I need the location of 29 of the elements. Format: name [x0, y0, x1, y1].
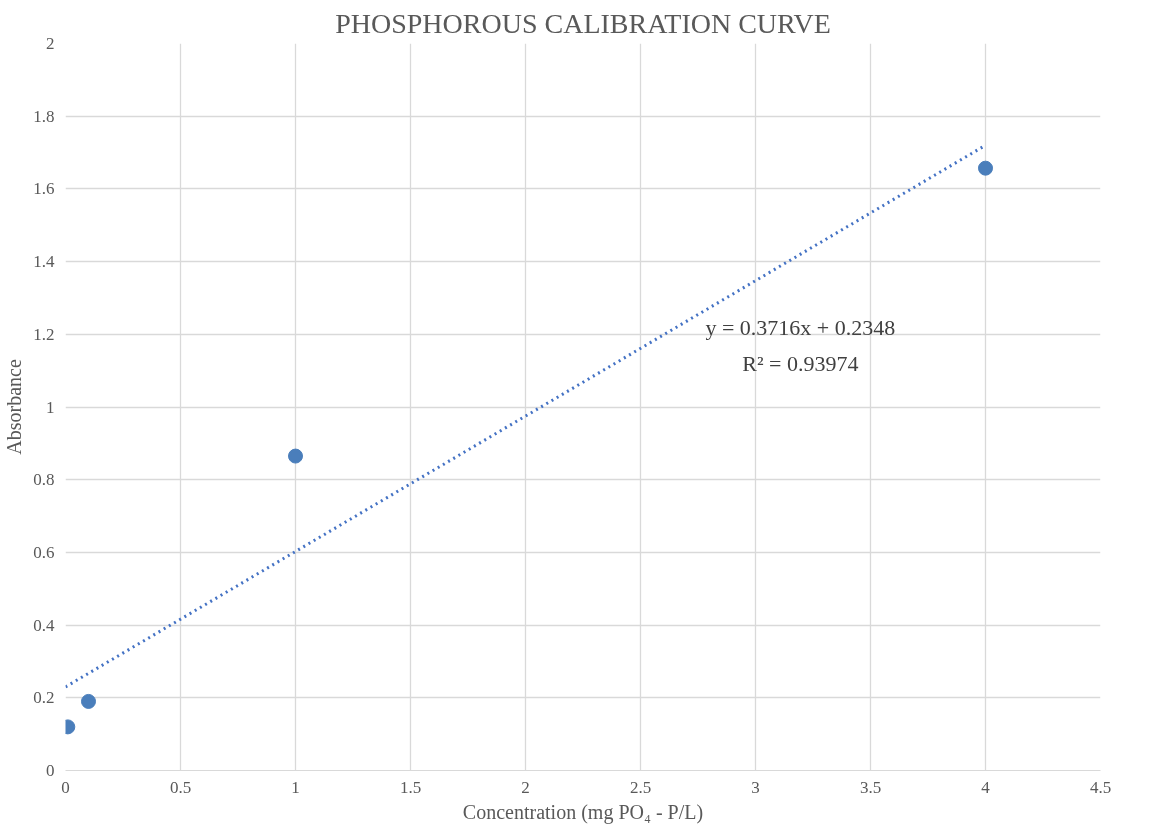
y-tick-label: 1 [46, 397, 55, 417]
y-tick-label: 1.2 [33, 324, 55, 344]
y-tick-label: 0.8 [33, 470, 55, 490]
x-tick-label: 0 [61, 777, 70, 797]
y-tick-label: 0.6 [33, 542, 55, 562]
y-tick-label: 1.6 [33, 179, 55, 199]
y-tick-label: 2 [46, 34, 55, 53]
x-tick-label: 1.5 [399, 777, 422, 797]
y-tick-label: 1.8 [33, 106, 55, 126]
point [978, 160, 993, 176]
x-tick-label: 2.5 [629, 777, 652, 797]
x-tick-label: 1 [291, 777, 300, 797]
x-axis-title: Concentration (mg PO₄ - P/L) [462, 800, 704, 824]
annotation: y = 0.3716x + 0.2348 [705, 314, 896, 340]
x-tick-label: 4 [981, 777, 991, 797]
x-tick-label: 2 [521, 777, 530, 797]
point [81, 693, 96, 709]
x-tick-label: 0.5 [169, 777, 192, 797]
y-axis-title: Absorbance [3, 359, 26, 455]
x-tick-label: 3 [751, 777, 760, 797]
y-tick-label: 1.4 [33, 252, 55, 272]
annotation: R² = 0.93974 [742, 350, 859, 376]
y-tick-label: 0.4 [33, 615, 55, 635]
y-tick-label: 0 [46, 761, 55, 780]
point [288, 448, 303, 464]
y-tick-label: 0.2 [33, 688, 55, 708]
chart-title: PHOSPHOROUS CALIBRATION CURVE [335, 7, 831, 39]
x-tick-label: 4.5 [1089, 777, 1112, 797]
x-tick-label: 3.5 [859, 777, 882, 797]
